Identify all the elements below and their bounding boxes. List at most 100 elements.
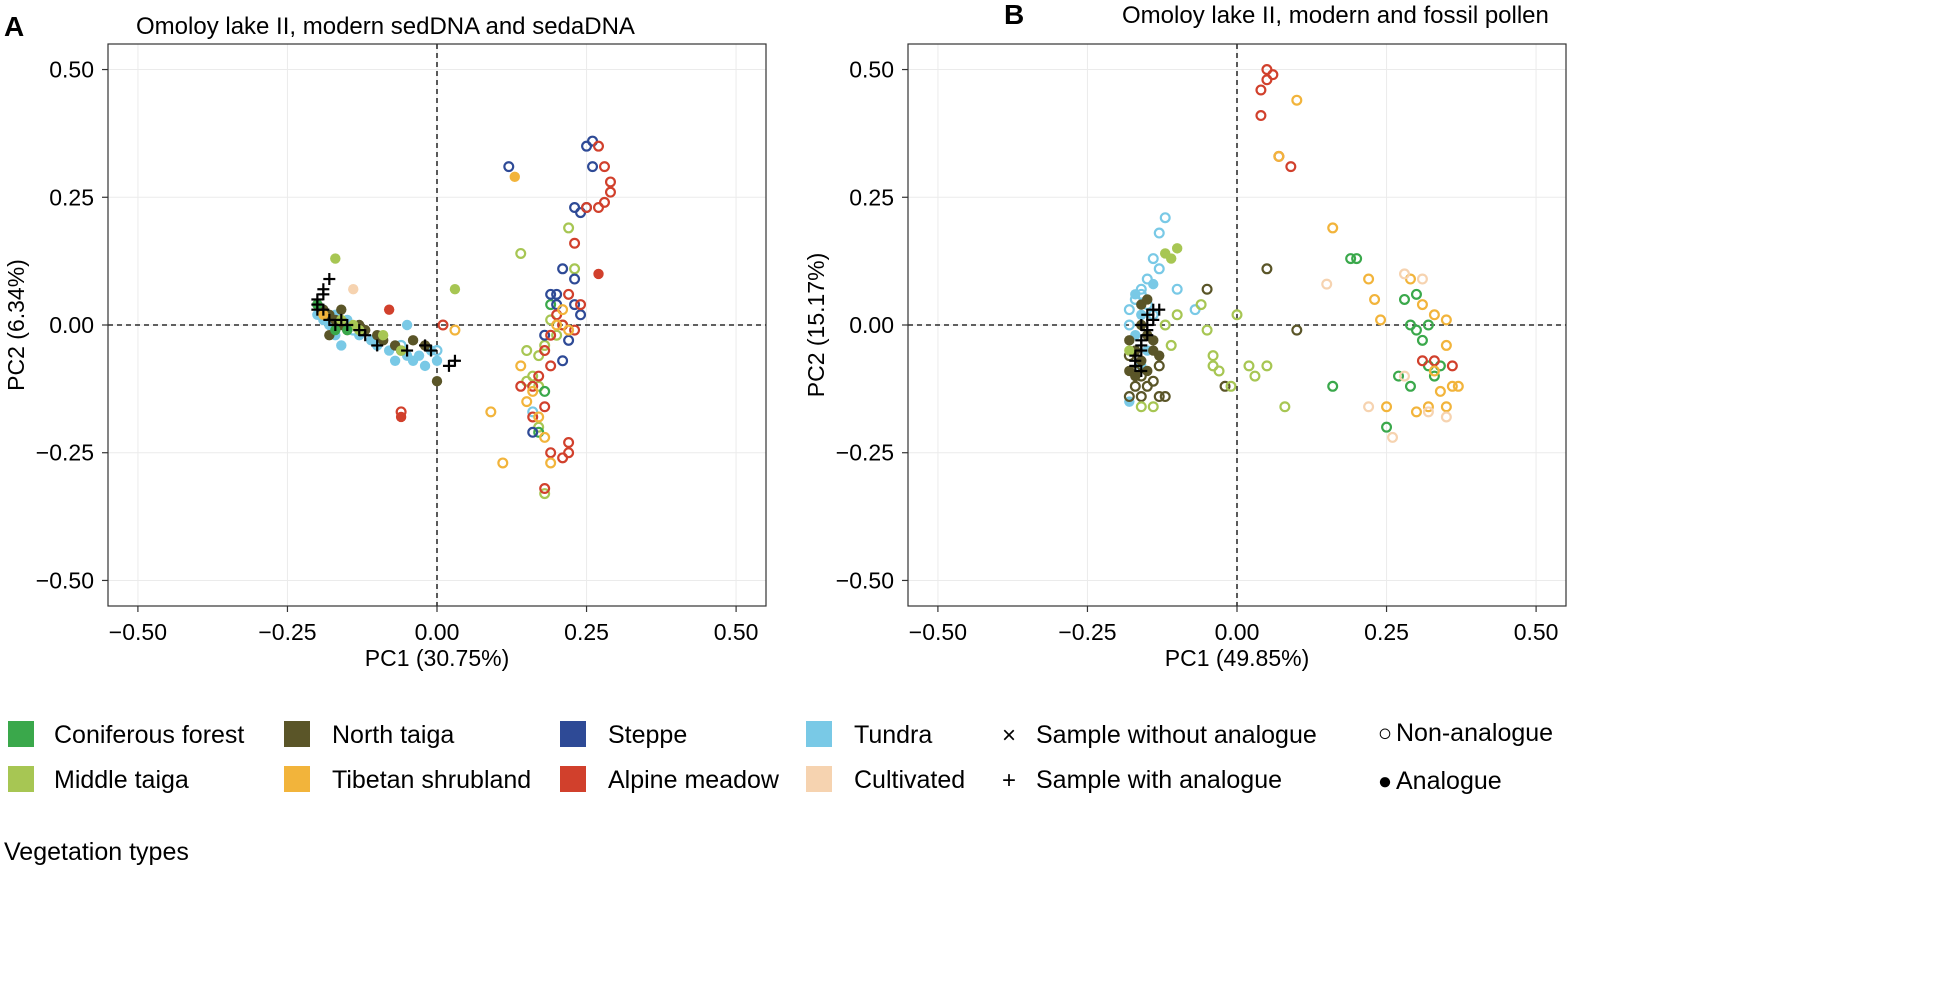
legend: Vegetation types Coniferous forest Middle… — [4, 719, 1553, 866]
panel-a-point-s0-13 — [413, 350, 425, 361]
legend-symbol-label-2: Non-analogue — [1396, 719, 1553, 747]
panel-a-point-s4-0 — [515, 247, 527, 259]
panel-b-point-s9-5 — [1363, 401, 1375, 413]
panel-a-point-s7-9 — [587, 161, 599, 173]
panel-a-point-s9-17 — [527, 380, 539, 392]
panel-b-point-s5-3 — [1201, 324, 1213, 336]
panel-a-point-s9-6 — [581, 201, 593, 213]
legend-label-cultivated: Cultivated — [854, 766, 965, 794]
panel-a-point-s9-7 — [569, 237, 581, 249]
panel-b-point-s10-4 — [1135, 334, 1148, 347]
panel-a-point-s4-7 — [539, 488, 551, 500]
panel-b-point-s6-4 — [1410, 324, 1422, 336]
panel-a-point-s13-6 — [323, 313, 336, 326]
legend-swatch-steppe — [560, 721, 586, 747]
panel-a-point-s11-9 — [539, 431, 551, 443]
legend-symbol-item-2: ○ Non-analogue — [1378, 719, 1553, 747]
panel-a-point-s9-1 — [598, 161, 610, 173]
panel-a-point-s9-5 — [593, 201, 605, 213]
panel-a-point-s9-12 — [569, 324, 581, 336]
panel-a-point-s9-26 — [437, 319, 449, 331]
panel-a-point-s13-10 — [359, 329, 372, 342]
legend-label-tibetan-shrubland: Tibetan shrubland — [332, 766, 531, 794]
panel-b-point-s8-1 — [1273, 150, 1285, 162]
panel-a-ytick-label-0: −0.50 — [36, 567, 94, 593]
legend-swatch-alpine-meadow — [560, 766, 586, 792]
panel-b-point-s10-13 — [1141, 308, 1154, 321]
panel-b-point-s9-2 — [1416, 273, 1428, 285]
panel-b-point-s8-7 — [1416, 299, 1428, 311]
panel-a-point-s13-17 — [311, 303, 324, 316]
legend-symbol-item-3: ● Analogue — [1378, 767, 1502, 795]
panel-b-point-s0-5 — [1135, 283, 1147, 295]
legend-item-tibetan-shrubland: Tibetan shrubland — [284, 766, 531, 794]
panel-a-point-s13-12 — [401, 344, 414, 357]
panel-b-point-s0-3 — [1153, 263, 1165, 275]
panel-b-point-s0-1 — [1153, 227, 1165, 239]
panel-b-point-s8-17 — [1428, 365, 1440, 377]
legend-symbol-glyph-3: ● — [1378, 768, 1393, 795]
legend-label-north-taiga: North taiga — [332, 721, 454, 749]
panel-b-point-s6-11 — [1327, 380, 1339, 392]
panel-b-point-s0-13 — [1123, 319, 1135, 331]
panel-a-xtick-label-1: −0.25 — [258, 619, 316, 645]
panel-b-label: B — [1004, 0, 1024, 30]
panel-b-point-s8-8 — [1428, 309, 1440, 321]
panel-b-xtick-label-4: 0.50 — [1514, 619, 1559, 645]
legend-symbol-glyph-1: + — [1002, 767, 1016, 794]
panel-a-point-s13-18 — [335, 313, 348, 326]
panel-b-point-s3-12 — [1291, 324, 1303, 336]
panel-b-point-s2-0 — [1124, 335, 1135, 346]
legend-item-steppe: Steppe — [560, 721, 687, 749]
panel-b-point-s5-7 — [1243, 360, 1255, 372]
panel-b-point-s8-18 — [1440, 401, 1452, 413]
panel-a-xtick-label-4: 0.50 — [714, 619, 759, 645]
panel-b-point-s10-10 — [1153, 303, 1166, 316]
legend-symbol-label-3: Analogue — [1396, 767, 1502, 795]
plot-b: −0.50 −0.25 0.00 0.25 0.50 −0.50 −0.25 0.00 0.25… — [803, 43, 1567, 671]
panel-b-point-s6-12 — [1381, 421, 1393, 433]
panel-b-point-s1-4 — [1130, 289, 1141, 300]
panel-b-point-s6-0 — [1345, 253, 1357, 265]
panel-b-point-s8-13 — [1434, 385, 1446, 397]
panel-b-point-s5-9 — [1261, 360, 1273, 372]
panel-b-point-s8-14 — [1422, 401, 1434, 413]
panel-a-xtick-label-2: 0.00 — [415, 619, 460, 645]
panel-b-point-s4-2 — [1160, 248, 1171, 259]
panel-b-ytick-label-1: −0.25 — [836, 440, 894, 466]
panel-a-ytick-label-2: 0.00 — [49, 312, 94, 338]
panel-b-point-s4-3 — [1124, 345, 1135, 356]
panel-b-point-s3-10 — [1219, 380, 1231, 392]
legend-item-coniferous-forest: Coniferous forest — [8, 721, 244, 749]
panel-b-point-s10-11 — [1129, 359, 1142, 372]
panel-b-point-s9-6 — [1387, 431, 1399, 443]
panel-b-point-s3-1 — [1129, 380, 1141, 392]
panel-b-point-s3-7 — [1123, 391, 1135, 403]
panel-a-point-s7-16 — [527, 426, 539, 438]
panel-a-point-s2-14 — [431, 376, 443, 387]
panel-b-point-s7-6 — [1285, 161, 1297, 173]
legend-label-tundra: Tundra — [854, 721, 932, 749]
panel-b-point-s0-4 — [1141, 273, 1153, 285]
plot-a: −0.50 −0.25 0.00 0.25 0.50 −0.50 −0.25 0.00 0.25… — [3, 43, 767, 671]
panel-b-point-s10-12 — [1135, 364, 1148, 377]
panel-b-point-s3-9 — [1201, 283, 1213, 295]
panel-b-point-s8-0 — [1291, 94, 1303, 106]
panel-a-point-s9-2 — [604, 176, 616, 188]
panel-a-point-s13-3 — [317, 283, 330, 296]
panel-a-point-s9-23 — [563, 447, 575, 459]
panel-b-point-s6-7 — [1428, 370, 1440, 382]
panel-b-point-s7-9 — [1416, 355, 1428, 367]
panel-b-xlabel: PC1 (49.85%) — [1165, 645, 1309, 671]
legend-symbol-item-0: × Sample without analogue — [1002, 721, 1317, 749]
panel-b-xtick-label-1: −0.25 — [1058, 619, 1116, 645]
panel-b-point-s9-3 — [1440, 411, 1452, 423]
panel-a-point-s9-25 — [395, 406, 407, 418]
legend-swatch-cultivated — [806, 766, 832, 792]
panel-a-point-s3-5 — [449, 284, 461, 295]
panel-a-point-s8-0 — [383, 304, 395, 315]
panel-a-point-s11-5 — [551, 319, 563, 331]
panel-a-point-s7-8 — [569, 273, 581, 285]
panel-b: B Omoloy lake II, modern and fossil poll… — [803, 0, 1567, 671]
panel-b-point-s4-0 — [1171, 243, 1183, 254]
